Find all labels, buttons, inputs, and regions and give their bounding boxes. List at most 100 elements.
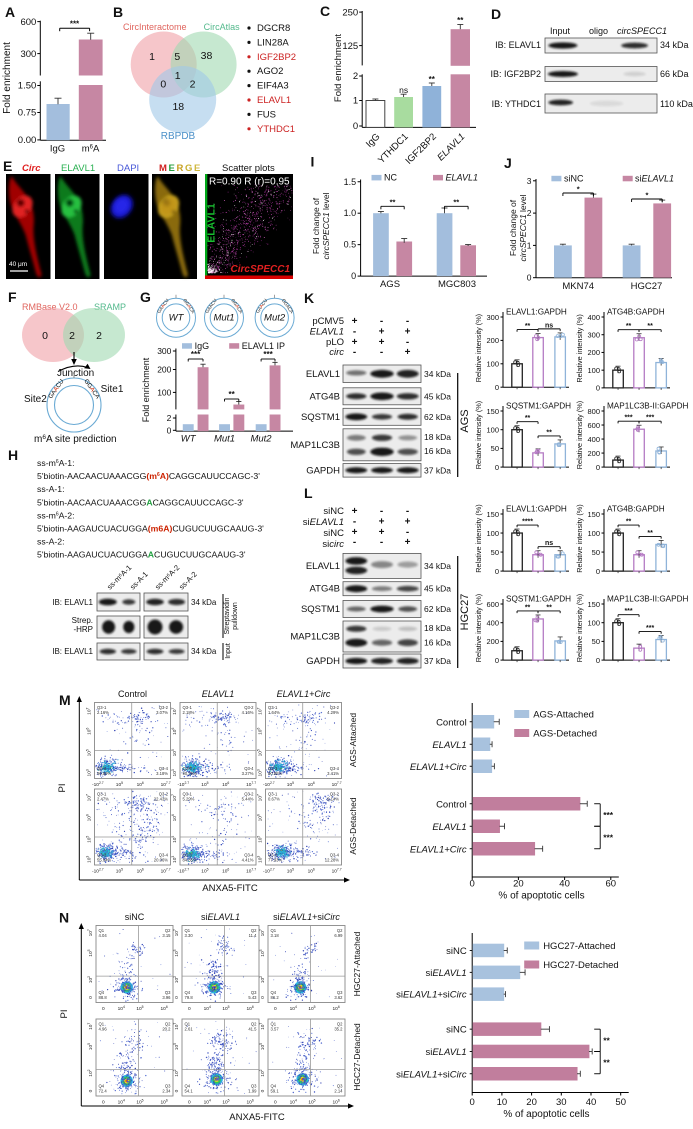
svg-text:SQSTM1: SQSTM1 [301, 412, 340, 423]
svg-text:LIN28A: LIN28A [257, 37, 289, 48]
svg-text:M: M [59, 692, 71, 708]
svg-text:**: ** [457, 16, 464, 25]
svg-text:Q3-2: Q3-2 [244, 792, 254, 797]
svg-text:100: 100 [486, 529, 499, 538]
svg-text:106: 106 [137, 781, 144, 788]
svg-text:ELAVL1: ELAVL1 [310, 326, 344, 337]
svg-text:0: 0 [596, 463, 600, 472]
svg-text:5'biotin-AACAACUAAACGG(m6A)CAG: 5'biotin-AACAACUAAACGG(m6A)CAGGCAUUCCAGC… [37, 471, 260, 481]
svg-text:50: 50 [490, 548, 498, 557]
svg-text:IGF2BP2: IGF2BP2 [257, 52, 296, 63]
svg-text:Q3-3: Q3-3 [183, 853, 193, 858]
svg-text:Circ: Circ [22, 163, 41, 174]
svg-text:200: 200 [486, 637, 499, 646]
svg-text:150: 150 [588, 599, 601, 608]
svg-text:38: 38 [201, 50, 213, 62]
svg-text:1.50: 1.50 [18, 81, 37, 92]
svg-text:106: 106 [171, 728, 178, 735]
svg-text:Q3-1: Q3-1 [97, 792, 107, 797]
svg-text:pCMV5: pCMV5 [312, 316, 344, 327]
svg-text:GAACU: GAACU [255, 298, 268, 314]
svg-text:siNC: siNC [564, 174, 584, 184]
svg-text:C: C [320, 3, 330, 19]
svg-text:**: ** [546, 604, 552, 611]
svg-text:3.41%: 3.41% [327, 771, 339, 776]
svg-text:ELAVL1: ELAVL1 [61, 163, 95, 174]
svg-text:3: 3 [527, 176, 532, 186]
svg-text:105: 105 [171, 749, 178, 756]
svg-text:-: - [353, 326, 356, 337]
svg-text:90.85%: 90.85% [268, 771, 282, 776]
svg-text:oligo: oligo [589, 26, 608, 36]
svg-text:ss-m6A-2:: ss-m6A-2: [37, 510, 75, 520]
svg-text:105: 105 [86, 749, 93, 756]
svg-text:0: 0 [527, 273, 532, 283]
svg-text:Relative intensity (%): Relative intensity (%) [474, 593, 483, 661]
svg-text:100: 100 [486, 425, 499, 434]
svg-text:Q3-4: Q3-4 [244, 766, 254, 771]
svg-text:YTHDC1: YTHDC1 [257, 124, 295, 135]
svg-text:Q3-4: Q3-4 [159, 853, 169, 858]
svg-text:IB: IGF2BP2: IB: IGF2BP2 [490, 69, 541, 79]
svg-text:K: K [304, 290, 314, 306]
svg-text:0: 0 [167, 425, 172, 435]
svg-text:*: * [645, 191, 648, 200]
svg-text:Mut2: Mut2 [250, 434, 272, 445]
svg-text:Fold enrichment: Fold enrichment [333, 34, 344, 102]
svg-text:+: + [379, 326, 385, 337]
svg-text:ATG4B: ATG4B [310, 584, 340, 595]
svg-text:L: L [304, 485, 313, 501]
svg-text:+: + [379, 516, 385, 527]
svg-text:300: 300 [486, 312, 499, 321]
svg-text:AGS: AGS [380, 279, 400, 290]
svg-text:MAP1LC3B-II:GAPDH: MAP1LC3B-II:GAPDH [607, 401, 689, 410]
svg-text:Q3-4: Q3-4 [159, 766, 169, 771]
svg-text:2: 2 [190, 79, 196, 91]
svg-text:J: J [504, 155, 512, 171]
svg-text:103: 103 [171, 769, 178, 776]
svg-text:ELAVL1: ELAVL1 [446, 173, 479, 183]
svg-text:62 kDa: 62 kDa [424, 604, 451, 614]
svg-text:DAPI: DAPI [117, 163, 139, 174]
svg-text:*: * [577, 185, 580, 194]
svg-text:20.06%: 20.06% [154, 858, 168, 863]
svg-text:ATG4B:GAPDH: ATG4B:GAPDH [607, 307, 665, 316]
svg-text:EIF4A3: EIF4A3 [257, 81, 289, 92]
svg-text:-102.7: -102.7 [92, 868, 104, 875]
svg-text:107.7: 107.7 [332, 781, 342, 788]
svg-text:ns: ns [399, 85, 408, 95]
svg-text:105: 105 [116, 781, 123, 788]
svg-text:siNC: siNC [323, 506, 344, 517]
svg-text:+: + [405, 537, 411, 548]
svg-text:Q3-3: Q3-3 [97, 853, 107, 858]
svg-text:-: - [406, 527, 409, 538]
svg-text:105: 105 [287, 781, 294, 788]
svg-text:GAACU: GAACU [156, 298, 169, 314]
svg-text:Q3-1: Q3-1 [268, 705, 278, 710]
svg-text:**: ** [626, 323, 632, 330]
svg-text:-: - [353, 537, 356, 548]
svg-text:Q3-3: Q3-3 [268, 766, 278, 771]
svg-text:siELAVL1: siELAVL1 [635, 174, 674, 184]
svg-text:F: F [8, 289, 17, 305]
svg-text:2.47%: 2.47% [97, 797, 109, 802]
svg-text:NC: NC [384, 173, 397, 183]
svg-text:Q3-3: Q3-3 [97, 766, 107, 771]
svg-text:400: 400 [486, 618, 499, 627]
svg-text:****: **** [522, 519, 533, 526]
svg-text:Q3-1: Q3-1 [97, 705, 107, 710]
svg-text:ELAVL1: ELAVL1 [205, 203, 217, 243]
svg-text:+: + [379, 337, 385, 348]
svg-text:2.16%: 2.16% [97, 710, 109, 715]
svg-text:600: 600 [486, 599, 499, 608]
svg-text:+: + [405, 347, 411, 358]
svg-text:Relative intensity (%): Relative intensity (%) [474, 314, 483, 382]
svg-text:34 kDa: 34 kDa [660, 40, 689, 50]
svg-text:WT: WT [169, 313, 185, 324]
svg-text:5'biotin-AAGAUCUACUGGA(m6A)CUG: 5'biotin-AAGAUCUACUGGA(m6A)CUGUCUUGCAAUG… [37, 524, 264, 534]
svg-text:IB: ELAVL1: IB: ELAVL1 [52, 647, 93, 656]
svg-text:SRAMP: SRAMP [94, 302, 126, 312]
svg-text:107: 107 [171, 708, 178, 715]
svg-text:34 kDa: 34 kDa [424, 561, 451, 571]
svg-text:***: *** [625, 608, 633, 615]
